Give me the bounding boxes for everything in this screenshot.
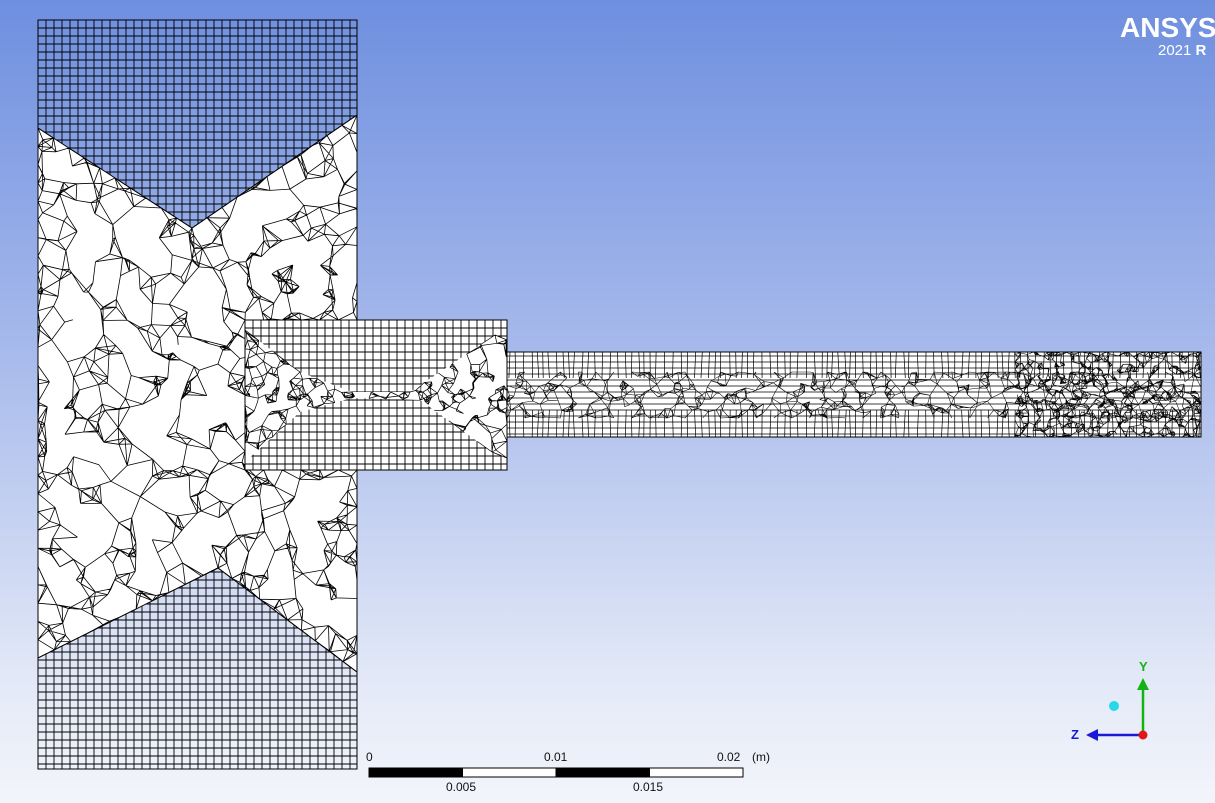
ansys-logo: ANSYS [1120,12,1215,44]
triad-x-axis [1138,730,1148,740]
version-year: 2021 [1158,42,1192,59]
axis-triad [1086,678,1149,741]
triad-iso-sphere [1109,701,1119,711]
middle-tri-mesh [244,329,508,462]
scale-segment-2 [555,767,650,778]
scale-segment-3 [649,767,744,778]
logo-text: ANSYS [1120,12,1215,43]
triad-y-label: Y [1139,659,1148,674]
scale-label-0-02: 0.02 [717,750,741,764]
triad-z-label: Z [1071,727,1079,742]
scale-segment-0 [368,767,463,778]
scale-segment-1 [462,767,557,778]
triad-y-arrowhead [1137,678,1149,690]
mesh-right-channel [506,351,1202,438]
right-refined-mesh [1014,351,1202,438]
mesh-middle-block [244,319,508,471]
version-label: 2021 R [1158,42,1206,59]
scale-label-0: 0 [366,750,373,764]
left-tri-mesh [37,114,358,673]
scale-label-0-01: 0.01 [544,750,568,764]
version-suffix: R [1195,42,1207,59]
triad-z-arrowhead [1086,729,1098,741]
right-channel-outline [506,351,1202,438]
right-channel-bg [507,352,1201,437]
scale-bar [368,767,744,778]
scale-label-0-005: 0.005 [446,780,477,794]
scale-unit: (m) [752,750,770,764]
scale-label-0-015: 0.015 [633,780,664,794]
mesh-left-block [37,19,358,770]
